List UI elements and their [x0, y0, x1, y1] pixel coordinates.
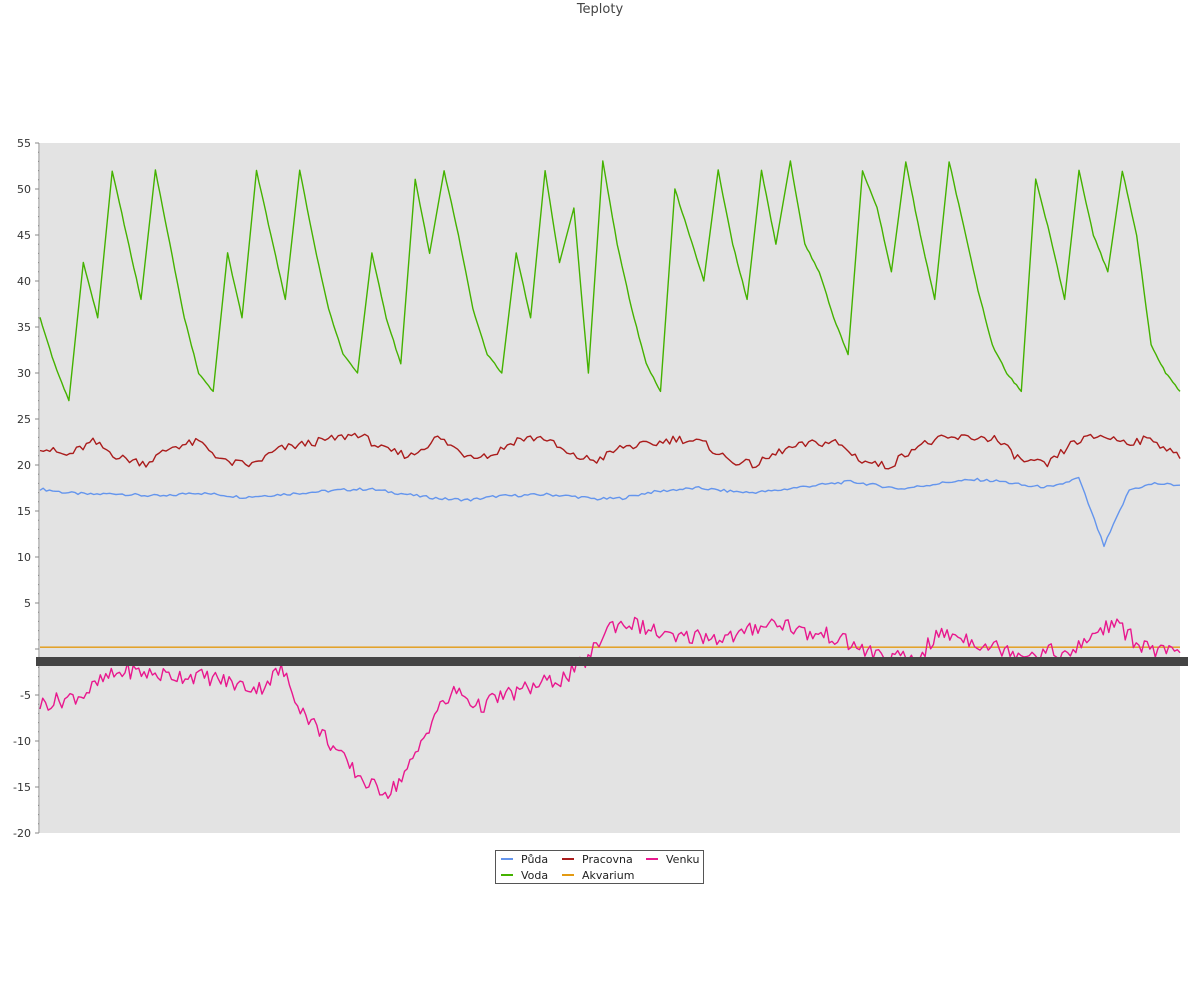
legend-label-pracovna: Pracovna	[582, 853, 633, 866]
legend-item-akvarium: Akvarium	[562, 869, 634, 883]
legend-item-voda: Voda	[501, 869, 548, 883]
y-tick-label: 5	[24, 597, 31, 610]
x-axis-label-band	[36, 657, 1188, 666]
y-tick-label: 50	[17, 183, 31, 196]
series-lines	[39, 160, 1181, 799]
legend-label-venku: Venku	[666, 853, 700, 866]
y-tick-label: 45	[17, 229, 31, 242]
y-tick-label: 25	[17, 413, 31, 426]
legend-item-venku: Venku	[646, 853, 699, 867]
y-axis: 55 50 45 40 35 30 25 20 15 10 5 -5 -10 -15 -20	[13, 137, 40, 840]
y-tick-label: -5	[20, 689, 31, 702]
series-line-voda	[39, 160, 1181, 402]
y-tick-label: -15	[13, 781, 31, 794]
legend-item-pracovna: Pracovna	[562, 853, 633, 867]
y-tick-label: 15	[17, 505, 31, 518]
series-line-pda	[39, 476, 1181, 548]
y-tick-label: 40	[17, 275, 31, 288]
legend: Půda Voda Pracovna Akvarium Venku	[495, 850, 704, 884]
legend-swatch-akvarium	[562, 874, 574, 876]
y-tick-label: 10	[17, 551, 31, 564]
series-line-venku	[39, 616, 1181, 799]
y-tick-label: 20	[17, 459, 31, 472]
y-tick-label: -10	[13, 735, 31, 748]
legend-swatch-puda	[501, 858, 513, 860]
series-line-pracovna	[39, 432, 1181, 470]
y-tick-label: 35	[17, 321, 31, 334]
x-axis-band	[36, 657, 1188, 666]
legend-label-akvarium: Akvarium	[582, 869, 635, 882]
chart-title: Teploty	[576, 2, 624, 17]
legend-label-voda: Voda	[521, 869, 549, 882]
legend-item-puda: Půda	[501, 853, 548, 867]
legend-label-puda: Půda	[521, 853, 549, 866]
y-tick-label: 30	[17, 367, 31, 380]
legend-swatch-pracovna	[562, 858, 574, 860]
legend-swatch-venku	[646, 858, 658, 860]
plot-background	[40, 143, 1180, 833]
legend-swatch-voda	[501, 874, 513, 876]
y-tick-label: 55	[17, 137, 31, 150]
y-tick-label: -20	[13, 827, 31, 840]
